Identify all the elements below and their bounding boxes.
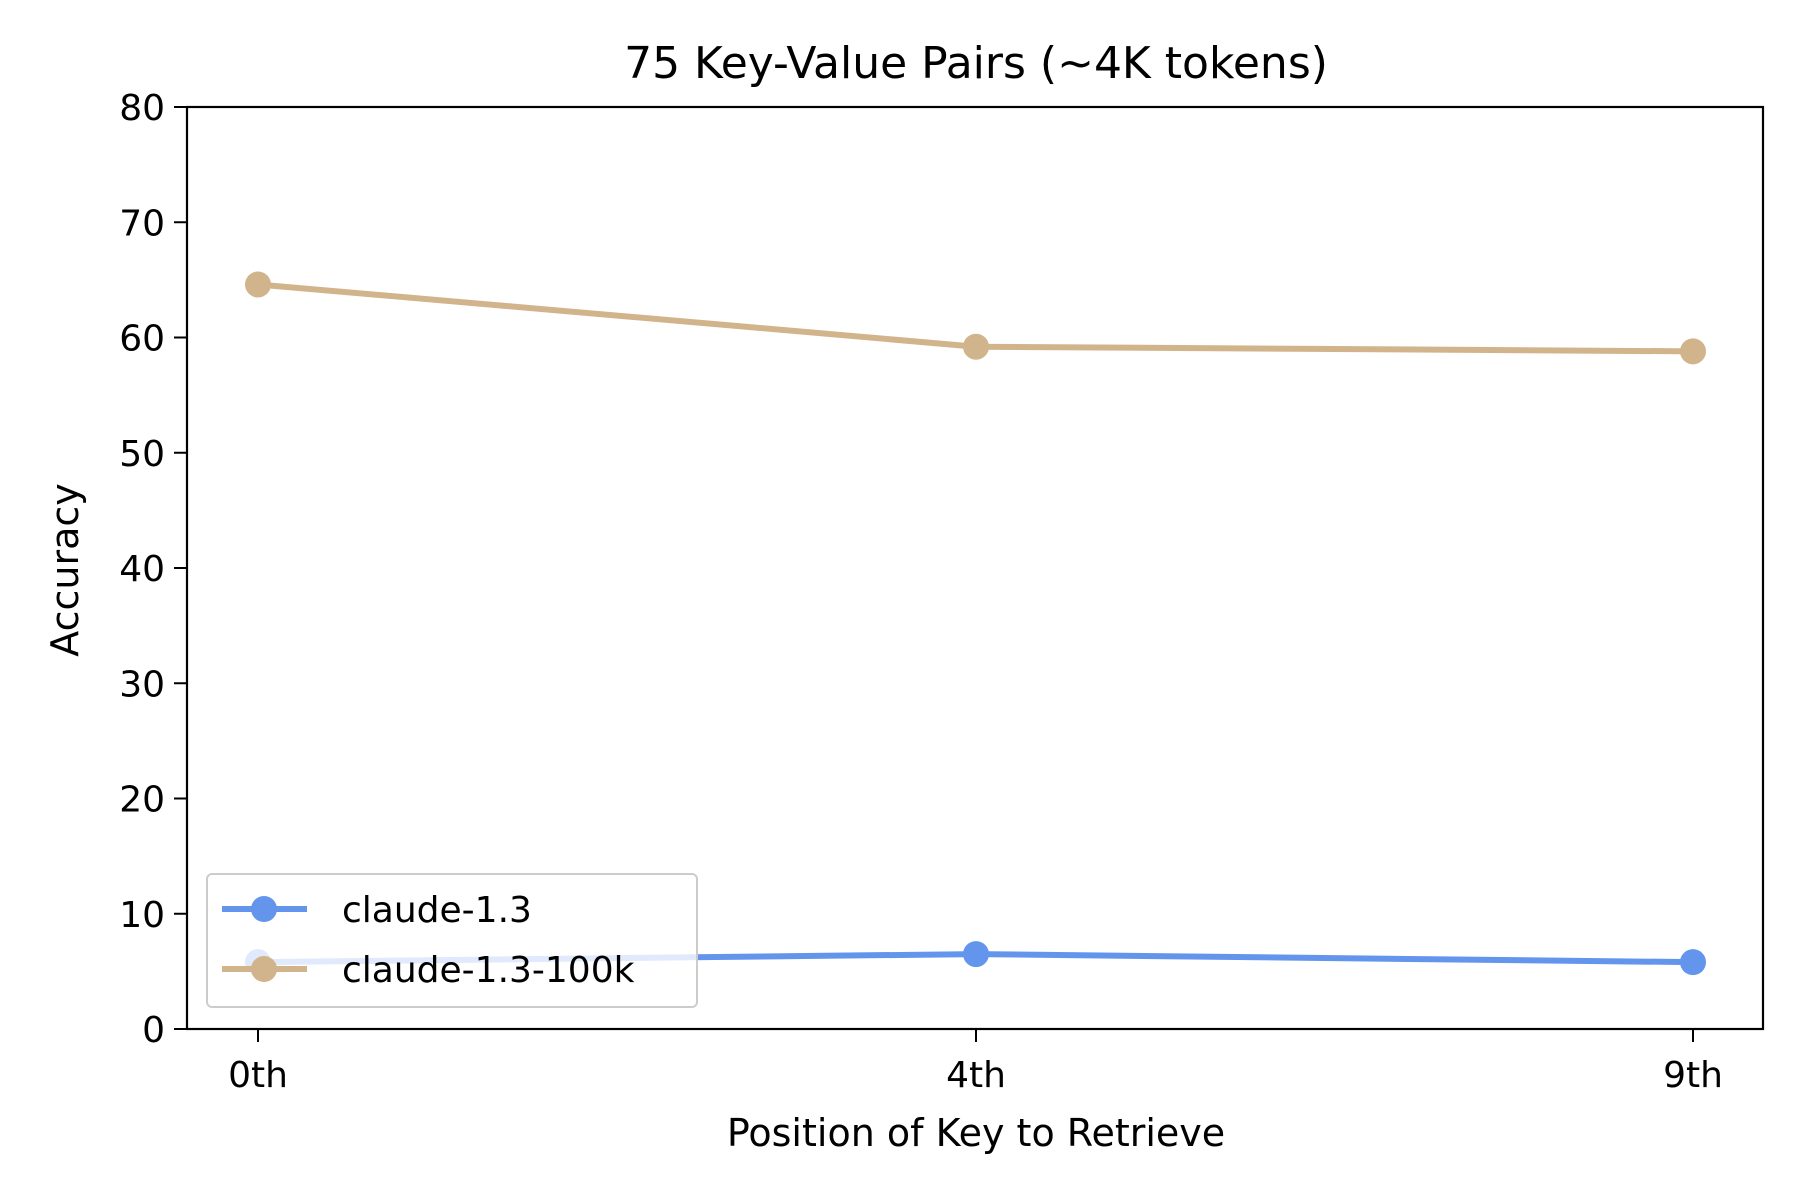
data-point-claude-1-3-100k	[963, 333, 989, 360]
data-point-claude-1-3-100k	[245, 271, 271, 298]
y-tick-label: 80	[119, 88, 165, 129]
legend-label-claude-1-3-100k: claude-1.3-100k	[342, 950, 635, 991]
y-tick-label: 30	[119, 664, 165, 705]
legend-box	[206, 873, 698, 1008]
y-axis-label: Accuracy	[43, 483, 87, 657]
x-tick-label: 0th	[228, 1055, 288, 1096]
y-tick-label: 20	[119, 780, 165, 821]
data-point-claude-1-3	[1680, 949, 1706, 976]
y-tick-label: 50	[119, 434, 165, 475]
y-tick-label: 10	[119, 895, 165, 936]
data-point-claude-1-3	[963, 941, 989, 968]
x-tick-label: 9th	[1663, 1055, 1723, 1096]
chart-title: 75 Key-Value Pairs (~4K tokens)	[624, 38, 1328, 89]
y-tick-label: 0	[142, 1010, 165, 1051]
x-axis-label: Position of Key to Retrieve	[727, 1111, 1225, 1155]
y-tick-label: 60	[119, 319, 165, 360]
y-tick-label: 40	[119, 549, 165, 590]
legend: claude-1.3 claude-1.3-100k	[206, 873, 698, 1008]
legend-marker-claude-1-3-100k	[251, 956, 277, 982]
legend-marker-claude-1-3	[251, 896, 277, 922]
data-point-claude-1-3-100k	[1680, 338, 1706, 365]
legend-label-claude-1-3: claude-1.3	[342, 890, 532, 931]
y-tick-label: 70	[119, 203, 165, 244]
x-tick-label: 4th	[946, 1055, 1006, 1096]
